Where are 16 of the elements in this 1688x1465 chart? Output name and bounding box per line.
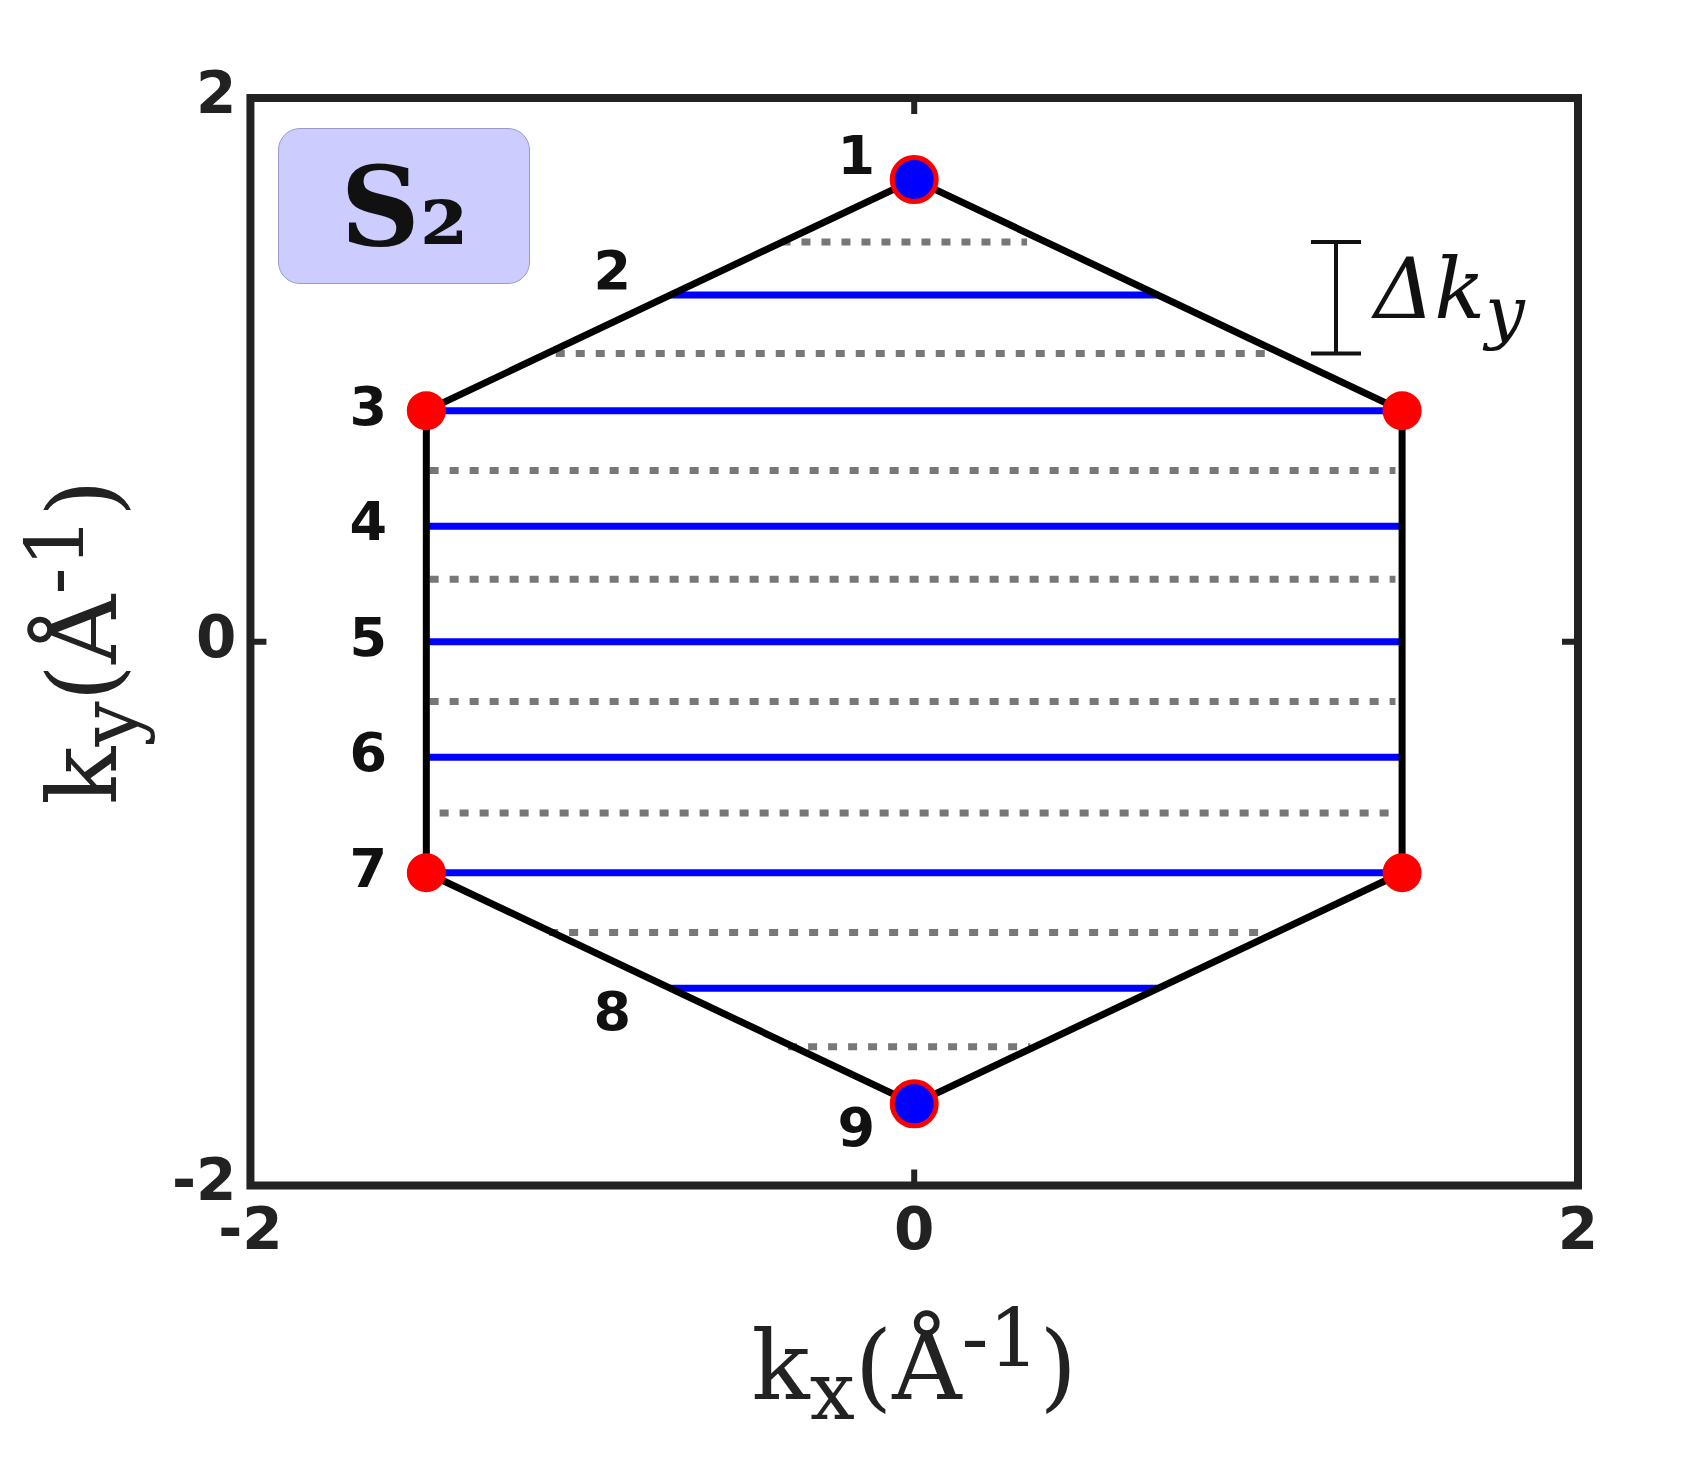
y-tick-label: 0	[196, 602, 237, 671]
y-tick-label: 2	[196, 59, 237, 128]
annotation: 7	[349, 836, 388, 900]
annotation: 5	[349, 605, 388, 669]
annotation: 6	[349, 721, 388, 785]
label-box: S₂	[278, 128, 531, 284]
annotation: Δk$_{y}$	[1373, 239, 1525, 353]
annotation: 9	[837, 1095, 875, 1159]
x-axis-title: k$_{x}$(Å$^{-1}$)	[750, 1292, 1078, 1439]
annotation: 4	[349, 490, 388, 554]
annotation: 1	[837, 123, 875, 187]
x-tick-label: 0	[894, 1195, 935, 1264]
annotation: 8	[593, 980, 632, 1044]
annotation: 2	[593, 239, 632, 303]
x-tick-label: 2	[1557, 1195, 1599, 1264]
annotation: 3	[349, 374, 388, 438]
